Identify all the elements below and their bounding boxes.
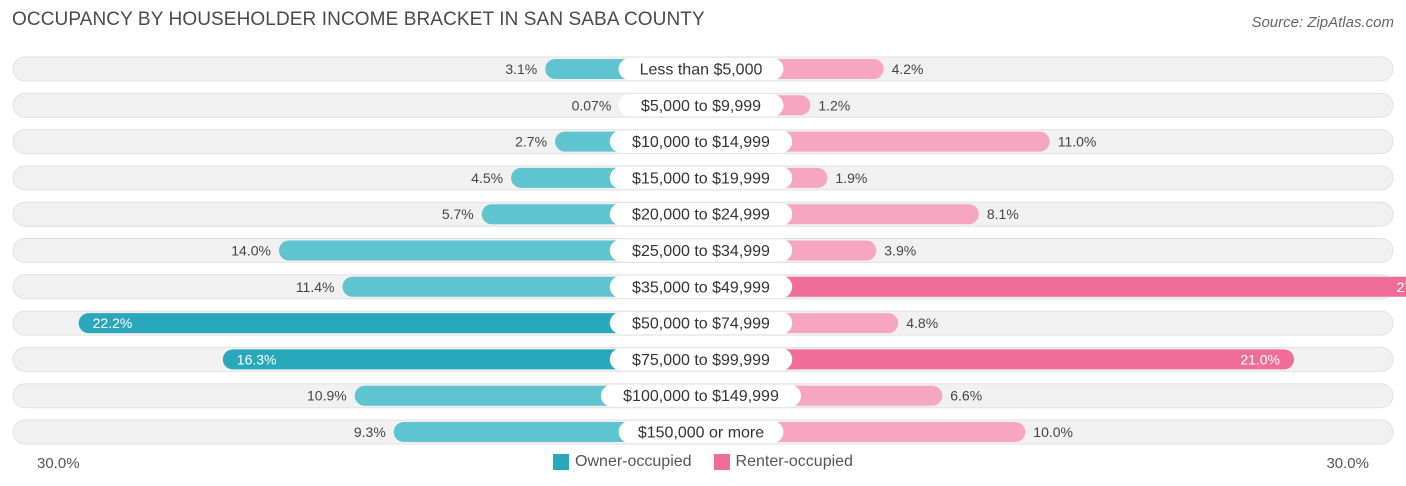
legend-label-renter: Renter-occupied: [735, 453, 853, 470]
owner-bar: [78, 313, 702, 334]
renter-value-label: 21.0%: [1240, 351, 1280, 367]
renter-value-label: 27.4%: [1397, 279, 1406, 295]
owner-value-label: 14.0%: [231, 243, 271, 259]
category-pill: [609, 275, 793, 298]
owner-bar: [278, 240, 701, 261]
category-label: Less than $5,000: [640, 62, 763, 79]
category-pill: [609, 166, 793, 189]
renter-value-label: 4.8%: [906, 315, 938, 331]
owner-value-label: 2.7%: [515, 134, 547, 150]
axis-left-label: 30.0%: [37, 455, 80, 472]
category-label: $35,000 to $49,999: [632, 279, 770, 296]
category-pill: [609, 312, 793, 335]
owner-value-label: 11.4%: [296, 279, 335, 295]
renter-value-label: 6.6%: [950, 388, 982, 404]
category-pill: [609, 130, 793, 153]
renter-value-label: 1.9%: [835, 170, 867, 186]
owner-value-label: 22.2%: [93, 315, 133, 331]
legend-item-owner[interactable]: Owner-occupied: [553, 453, 692, 471]
category-pill: [609, 348, 793, 371]
category-label: $100,000 to $149,999: [623, 388, 779, 405]
renter-value-label: 4.2%: [892, 61, 924, 77]
source-note: Source: ZipAtlas.com: [1251, 14, 1394, 31]
category-label: $15,000 to $19,999: [632, 170, 770, 187]
legend-label-owner: Owner-occupied: [575, 453, 692, 470]
owner-value-label: 5.7%: [442, 206, 474, 222]
category-label: $5,000 to $9,999: [641, 98, 761, 115]
owner-value-label: 3.1%: [505, 61, 537, 77]
legend: Owner-occupied Renter-occupied: [0, 453, 1406, 471]
owner-value-label: 10.9%: [307, 388, 347, 404]
category-pill: [618, 94, 784, 117]
legend-swatch-renter: [713, 454, 730, 470]
owner-value-label: 16.3%: [237, 351, 277, 367]
category-label: $50,000 to $74,999: [632, 316, 770, 333]
owner-value-label: 9.3%: [354, 424, 386, 440]
category-pill: [601, 384, 801, 407]
legend-swatch-owner: [553, 454, 570, 470]
category-label: $10,000 to $14,999: [632, 134, 770, 151]
category-pill: [618, 421, 784, 443]
chart-title: OCCUPANCY BY HOUSEHOLDER INCOME BRACKET …: [12, 9, 705, 30]
renter-value-label: 8.1%: [987, 206, 1019, 222]
category-pill: [609, 239, 793, 262]
renter-value-label: 1.2%: [818, 97, 850, 113]
renter-bar: [701, 276, 1406, 297]
category-label: $150,000 or more: [638, 425, 764, 442]
category-pill: [618, 58, 784, 80]
renter-bar: [701, 349, 1295, 370]
category-label: $20,000 to $24,999: [632, 207, 770, 224]
owner-value-label: 4.5%: [471, 170, 503, 186]
renter-value-label: 10.0%: [1033, 424, 1073, 440]
owner-bar: [222, 349, 701, 370]
axis-right-label: 30.0%: [1326, 455, 1369, 472]
category-pill: [609, 203, 793, 226]
renter-value-label: 11.0%: [1058, 134, 1097, 150]
legend-item-renter[interactable]: Renter-occupied: [713, 453, 853, 471]
category-label: $25,000 to $34,999: [632, 243, 770, 260]
category-label: $75,000 to $99,999: [632, 352, 770, 369]
owner-value-label: 0.07%: [572, 97, 612, 113]
renter-value-label: 3.9%: [884, 243, 916, 259]
